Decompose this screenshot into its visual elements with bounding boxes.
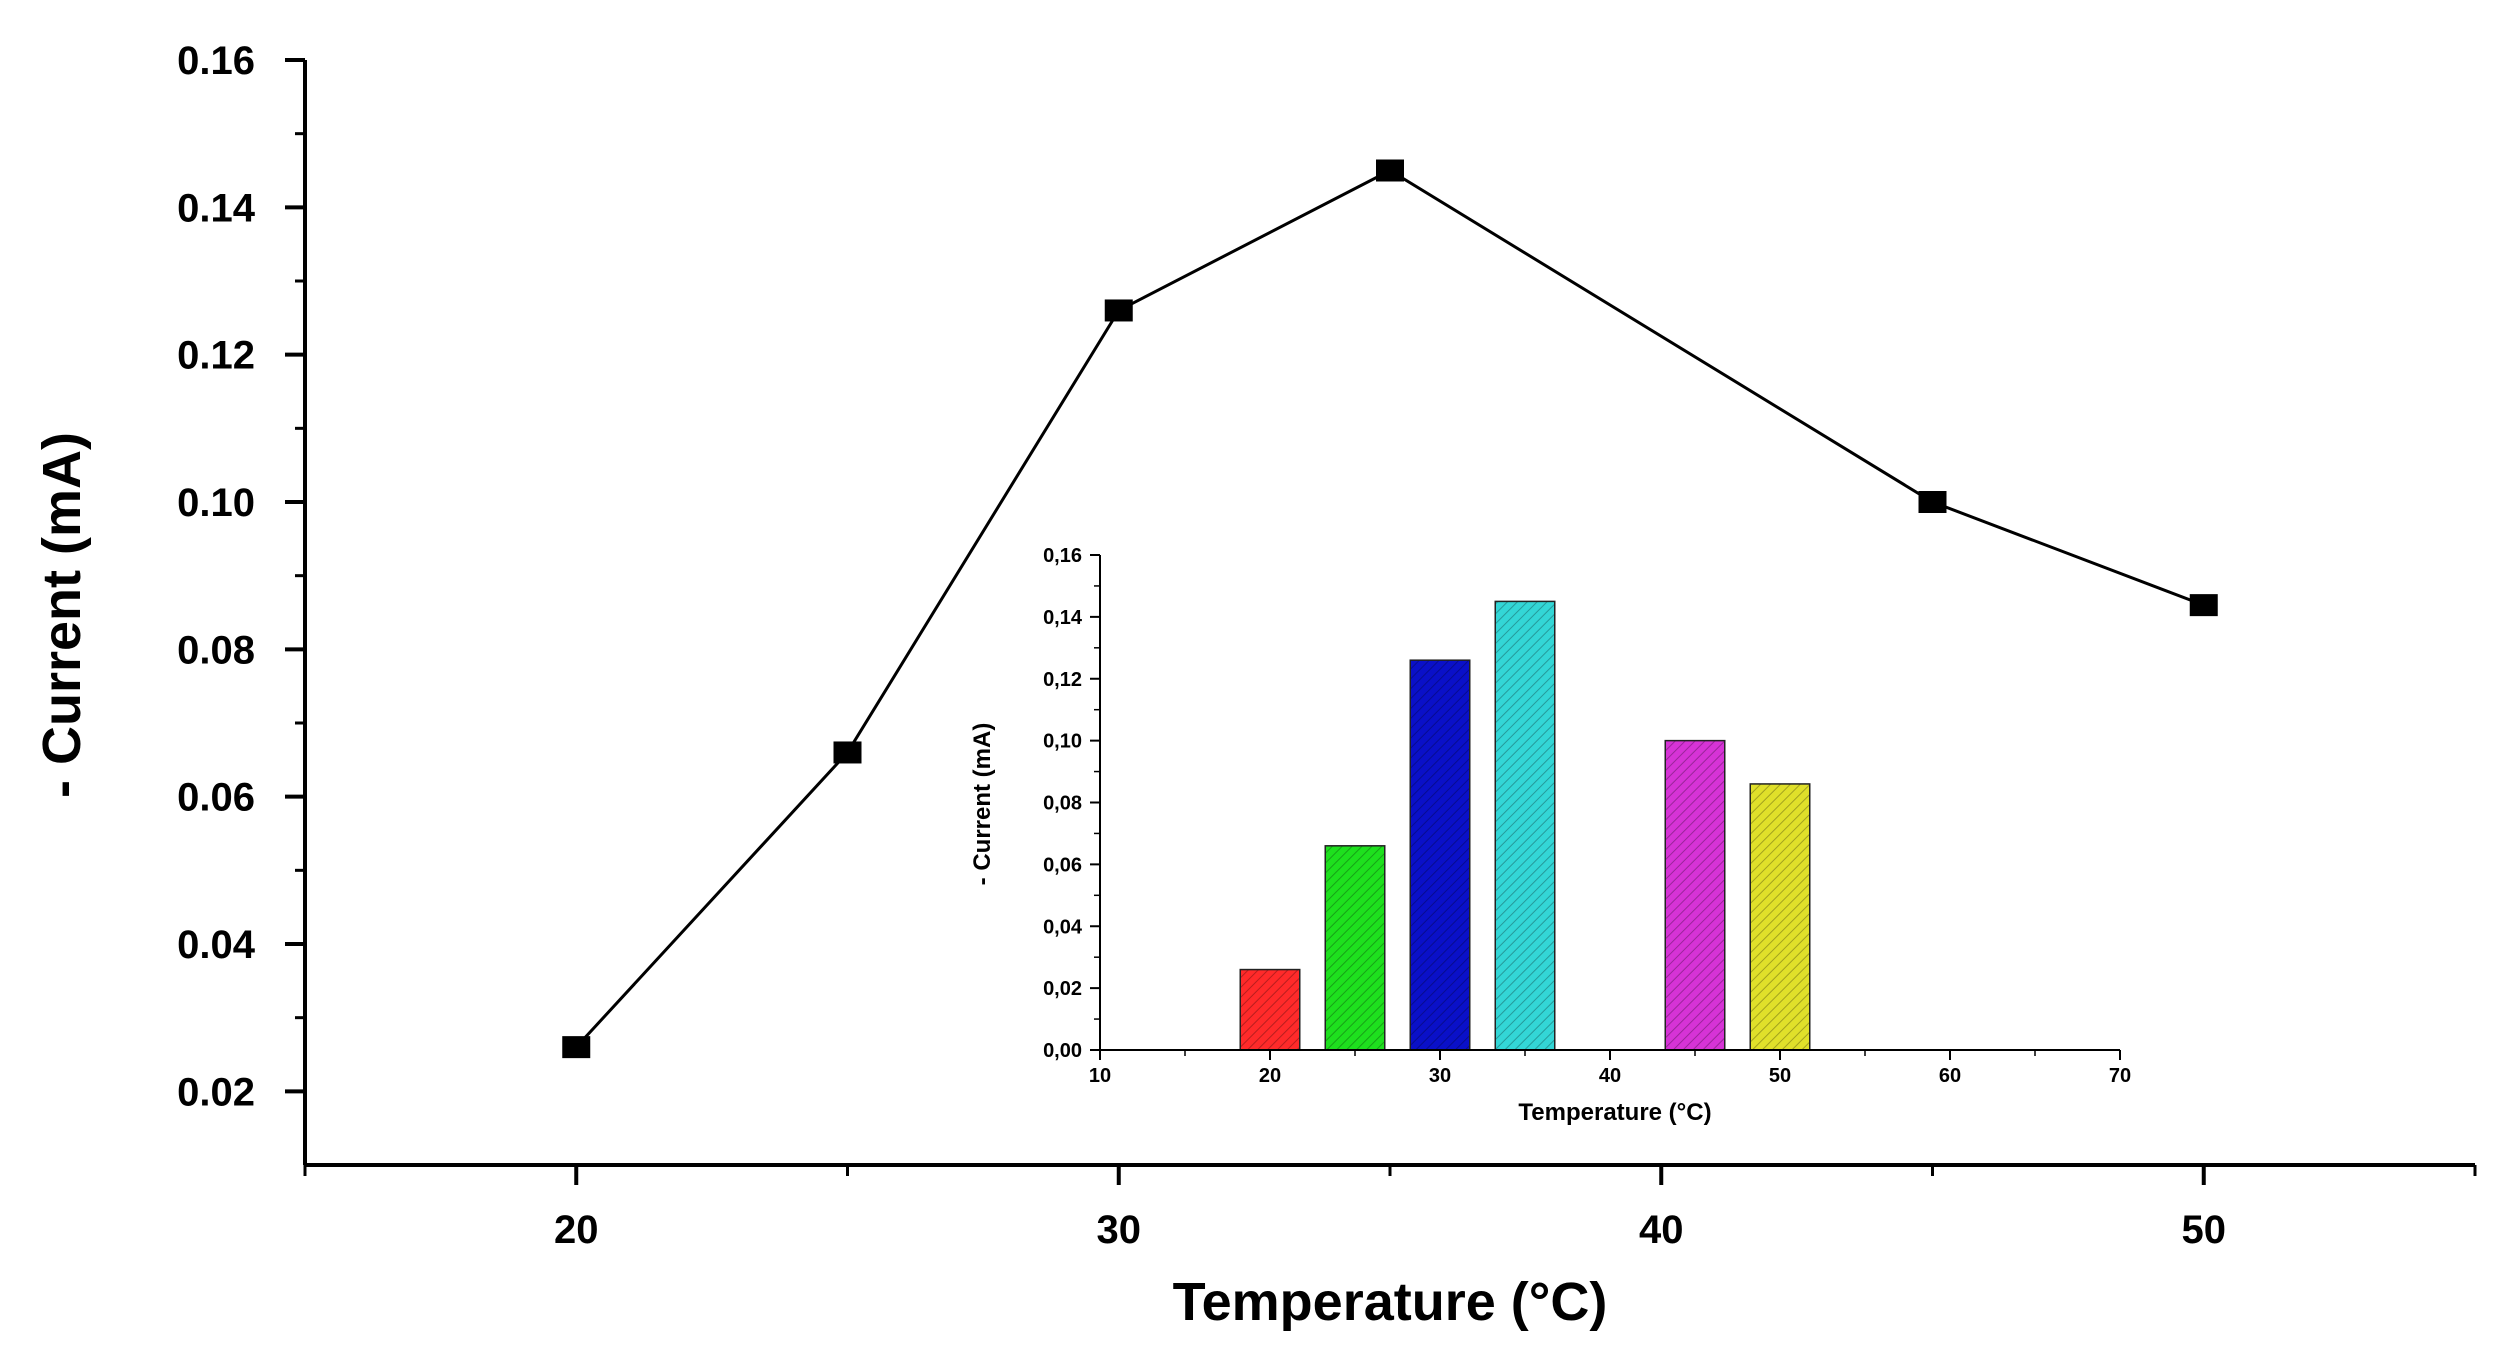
inset-x-ticks: 10 20 30 40 50 60 70 xyxy=(1089,1050,2131,1087)
inset-bars xyxy=(1239,600,1811,1051)
main-y-tick-label: 0.06 xyxy=(177,776,255,820)
inset-bar xyxy=(1494,600,1556,1051)
main-y-tick-label: 0.14 xyxy=(177,186,256,230)
main-y-tick-label: 0.10 xyxy=(177,481,255,525)
inset-y-tick-label: 0,14 xyxy=(1043,607,1083,629)
inset-bar xyxy=(1324,845,1386,1051)
inset-y-tick-label: 0,08 xyxy=(1043,793,1082,815)
inset-x-axis-title: Temperature (°C) xyxy=(1518,1099,1711,1126)
main-x-tick-label: 20 xyxy=(554,1208,599,1252)
inset-y-tick-label: 0,00 xyxy=(1043,1040,1082,1062)
inset-y-ticks: 0,00 0,02 0,04 0,06 0,08 0,10 0,12 0,14 0,16 xyxy=(1043,545,1100,1062)
main-x-tick-label: 50 xyxy=(2182,1208,2227,1252)
main-x-tick-label: 30 xyxy=(1097,1208,1142,1252)
main-data-point xyxy=(2189,594,2218,617)
main-y-axis-title: - Current (mA) xyxy=(32,432,92,798)
main-axes xyxy=(303,60,2475,1167)
main-data-point xyxy=(833,741,862,764)
inset-x-tick-label: 30 xyxy=(1429,1065,1451,1087)
main-series xyxy=(562,159,2218,1059)
main-x-axis-title: Temperature (°C) xyxy=(1173,1272,1608,1332)
main-x-tick-label: 40 xyxy=(1639,1208,1684,1252)
inset-y-tick-label: 0,12 xyxy=(1043,669,1082,691)
main-y-tick-label: 0.02 xyxy=(177,1070,255,1114)
main-x-ticks: 20 30 40 50 xyxy=(303,1165,2477,1252)
inset-bar xyxy=(1749,783,1811,1051)
inset-y-axis-title: - Current (mA) xyxy=(969,723,996,886)
main-data-point xyxy=(562,1036,591,1059)
inset-bar xyxy=(1239,968,1301,1051)
inset-bar-plot: 0,00 0,02 0,04 0,06 0,08 0,10 0,12 0,14 0,16 10 2… xyxy=(969,545,2131,1126)
main-y-tick-label: 0.04 xyxy=(177,923,256,967)
inset-bar xyxy=(1664,739,1726,1051)
inset-x-tick-label: 20 xyxy=(1259,1065,1281,1087)
inset-x-tick-label: 40 xyxy=(1599,1065,1621,1087)
main-y-tick-label: 0.12 xyxy=(177,334,255,378)
inset-x-tick-label: 60 xyxy=(1939,1065,1961,1087)
inset-x-tick-label: 10 xyxy=(1089,1065,1111,1087)
main-data-point xyxy=(1918,491,1947,513)
main-data-point xyxy=(1376,159,1404,182)
inset-y-tick-label: 0,04 xyxy=(1043,916,1083,938)
main-y-tick-label: 0.08 xyxy=(177,628,255,672)
main-data-point xyxy=(1104,299,1133,322)
main-line-plot: 0.02 0.04 0.06 0.08 0.10 0.12 0.14 0.16 20 30 40 5… xyxy=(32,39,2477,1332)
inset-y-tick-label: 0,10 xyxy=(1043,731,1082,753)
inset-y-tick-label: 0,06 xyxy=(1043,854,1082,876)
main-y-ticks: 0.02 0.04 0.06 0.08 0.10 0.12 0.14 0.16 xyxy=(177,39,305,1114)
inset-y-tick-label: 0,02 xyxy=(1043,978,1082,1000)
inset-bar xyxy=(1409,659,1471,1051)
inset-x-tick-label: 50 xyxy=(1769,1065,1791,1087)
main-series-line xyxy=(575,168,2205,1049)
inset-x-tick-label: 70 xyxy=(2109,1065,2131,1087)
inset-y-tick-label: 0,16 xyxy=(1043,545,1082,567)
main-y-tick-label: 0.16 xyxy=(177,39,255,83)
